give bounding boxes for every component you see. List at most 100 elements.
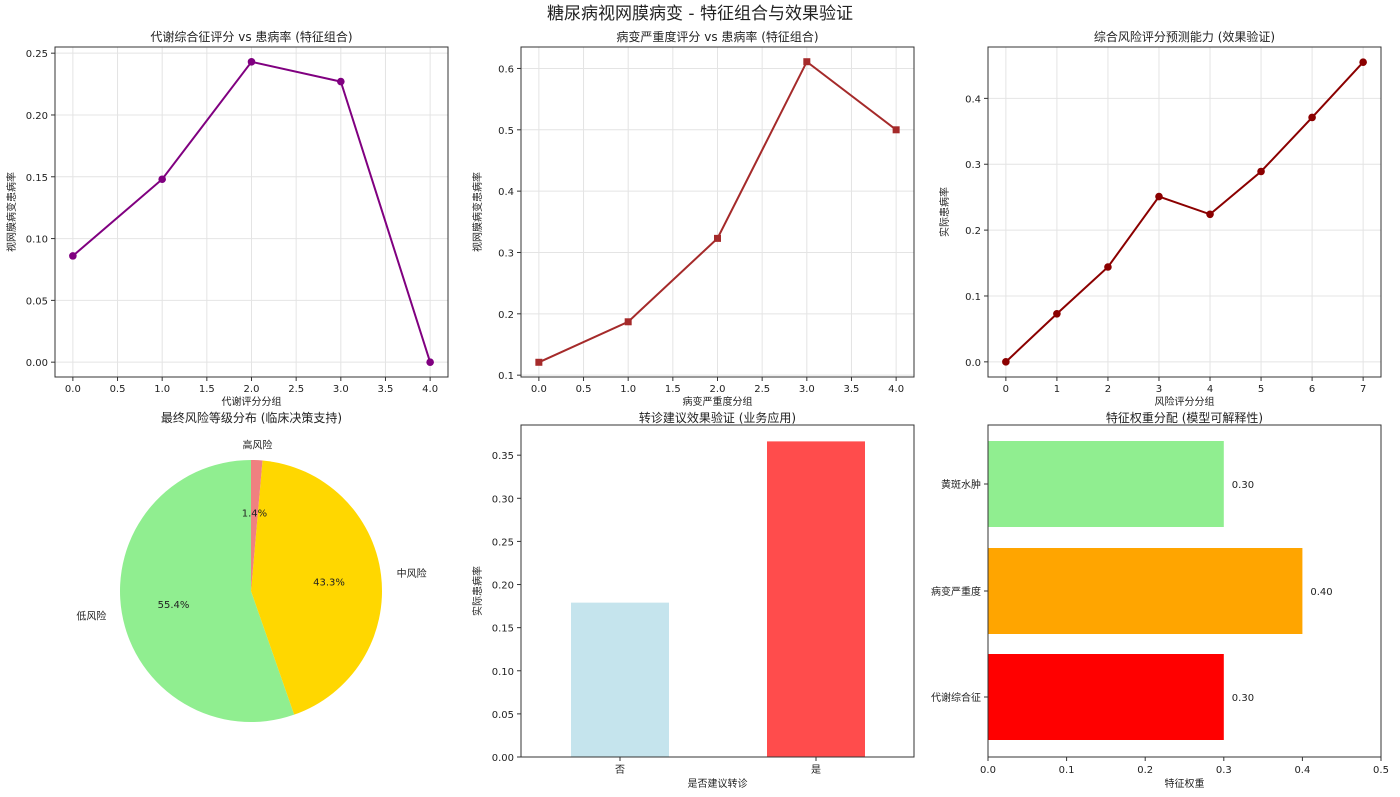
- axes-frame: [987, 46, 1382, 378]
- data-point: [1257, 167, 1265, 176]
- y-tick-label: 0.6: [498, 64, 514, 75]
- y-tick-label: 0.4: [965, 94, 981, 105]
- chart-title: 代谢综合征评分 vs 患病率 (特征组合): [150, 29, 352, 44]
- chart-title: 特征权重分配 (模型可解释性): [1106, 410, 1263, 425]
- bar: [571, 602, 669, 757]
- y-axis-label: 视网膜病变患病率: [471, 172, 484, 252]
- axes-frame: [54, 46, 449, 378]
- y-tick-label: 0.20: [26, 111, 48, 122]
- x-tick-label: 0.2: [1137, 765, 1153, 776]
- pie-category-label: 低风险: [76, 610, 106, 623]
- line-chart-1: 代谢综合征评分 vs 患病率 (特征组合) 代谢评分分组 视网膜病变患病率 0.0 0.…: [5, 29, 449, 408]
- y-tick-label: 0.25: [492, 537, 514, 548]
- data-point: [1308, 113, 1316, 122]
- x-tick-label: 3.5: [844, 384, 860, 395]
- bar-value-label: 0.30: [1232, 480, 1254, 491]
- x-axis-label: 代谢评分分组: [222, 395, 282, 408]
- data-point: [158, 175, 166, 184]
- y-tick-label: 代谢综合征: [931, 691, 981, 704]
- x-tick-label: 4.0: [422, 384, 438, 395]
- x-tick-label: 0.5: [110, 384, 126, 395]
- bar: [988, 441, 1224, 527]
- y-tick-label: 0.00: [492, 753, 514, 764]
- hbar-chart: 特征权重分配 (模型可解释性) 特征权重 0.0 0.1 0.2 0.3 0.4 0.5 代谢综…: [931, 410, 1389, 790]
- x-tick-label: 2.0: [244, 384, 260, 395]
- bar: [767, 441, 865, 757]
- x-tick-label: 1.5: [199, 384, 215, 395]
- bar: [988, 548, 1303, 634]
- x-tick-label: 0.0: [531, 384, 547, 395]
- y-tick-label: 0.4: [498, 187, 514, 198]
- x-tick-label: 2.0: [710, 384, 726, 395]
- x-tick-label: 0: [1003, 384, 1009, 395]
- x-tick-label: 0.1: [1059, 765, 1075, 776]
- x-axis-label: 风险评分分组: [1155, 395, 1215, 408]
- pie-chart: 最终风险等级分布 (临床决策支持) 55.4% 低风险 43.3% 中风险 1.4% 高风险: [76, 410, 427, 722]
- pie-category-label: 中风险: [397, 567, 427, 580]
- data-point: [1104, 263, 1112, 271]
- pie-pct-label: 55.4%: [158, 600, 190, 611]
- x-tick-label: 0.4: [1294, 765, 1310, 776]
- x-tick-label: 4.0: [888, 384, 904, 395]
- x-axis-label: 病变严重度分组: [683, 395, 753, 408]
- y-tick-label: 0.10: [492, 667, 514, 678]
- x-tick-label: 2.5: [754, 384, 770, 395]
- line-chart-2: 病变严重度评分 vs 患病率 (特征组合) 病变严重度分组 视网膜病变患病率 0.0 0…: [471, 29, 915, 408]
- y-axis-label: 实际患病率: [938, 187, 951, 237]
- y-tick-label: 黄斑水肿: [941, 478, 981, 491]
- y-tick-label: 0.3: [965, 160, 981, 171]
- pie-category-label: 高风险: [242, 438, 272, 451]
- x-tick-label: 3.0: [333, 384, 349, 395]
- bar: [988, 654, 1224, 740]
- chart-title: 综合风险评分预测能力 (效果验证): [1094, 29, 1275, 44]
- pie-slice: [251, 460, 263, 591]
- x-tick-label: 7: [1360, 384, 1366, 395]
- x-tick-label: 3.0: [799, 384, 815, 395]
- x-tick-label: 1.0: [154, 384, 170, 395]
- x-tick-label: 4: [1207, 384, 1213, 395]
- series-line: [1005, 61, 1364, 363]
- axes-frame: [987, 424, 1382, 758]
- x-tick-label: 2.5: [288, 384, 304, 395]
- y-tick-label: 0.20: [492, 581, 514, 592]
- y-tick-label: 0.05: [492, 710, 514, 721]
- x-axis-label: 是否建议转诊: [688, 777, 748, 790]
- y-tick-label: 0.05: [26, 296, 48, 307]
- pie-slice: [120, 460, 295, 722]
- y-tick-label: 0.25: [26, 49, 48, 60]
- x-axis-label: 特征权重: [1165, 777, 1205, 790]
- x-tick-label: 3.5: [378, 384, 394, 395]
- y-tick-label: 0.2: [965, 226, 981, 237]
- x-tick-label: 0.0: [65, 384, 81, 395]
- x-tick-label: 0.0: [980, 765, 996, 776]
- data-point: [714, 234, 721, 242]
- data-point: [1002, 358, 1010, 366]
- data-point: [892, 126, 900, 134]
- y-tick-label: 0.1: [498, 371, 514, 382]
- y-tick-label: 0.2: [498, 310, 514, 321]
- pie-slice: [251, 460, 382, 715]
- pie-pct-label: 1.4%: [242, 508, 267, 519]
- data-point: [1155, 192, 1163, 201]
- suptitle: 糖尿病视网膜病变 - 特征组合与效果验证: [547, 4, 853, 24]
- x-tick-label: 0.3: [1216, 765, 1232, 776]
- y-tick-label: 0.35: [492, 451, 514, 462]
- bar-value-label: 0.40: [1310, 587, 1332, 598]
- y-tick-label: 0.10: [26, 235, 48, 246]
- axes-frame: [520, 46, 915, 378]
- data-point: [337, 77, 345, 86]
- x-tick-label: 0.5: [576, 384, 592, 395]
- y-tick-label: 0.30: [492, 494, 514, 505]
- x-tick-label: 3: [1156, 384, 1162, 395]
- y-tick-label: 0.5: [498, 126, 514, 137]
- y-tick-label: 0.15: [26, 173, 48, 184]
- bar-chart: 转诊建议效果验证 (业务应用) 是否建议转诊 实际患病率 0.00 0.05 0.10 0.…: [471, 410, 915, 790]
- data-point: [1206, 210, 1214, 219]
- y-axis-label: 视网膜病变患病率: [5, 172, 18, 252]
- x-tick-label: 2: [1105, 384, 1111, 395]
- chart-title: 最终风险等级分布 (临床决策支持): [161, 410, 342, 425]
- axes-frame: [520, 424, 915, 758]
- x-tick-label: 6: [1309, 384, 1315, 395]
- y-tick-label: 0.3: [498, 248, 514, 259]
